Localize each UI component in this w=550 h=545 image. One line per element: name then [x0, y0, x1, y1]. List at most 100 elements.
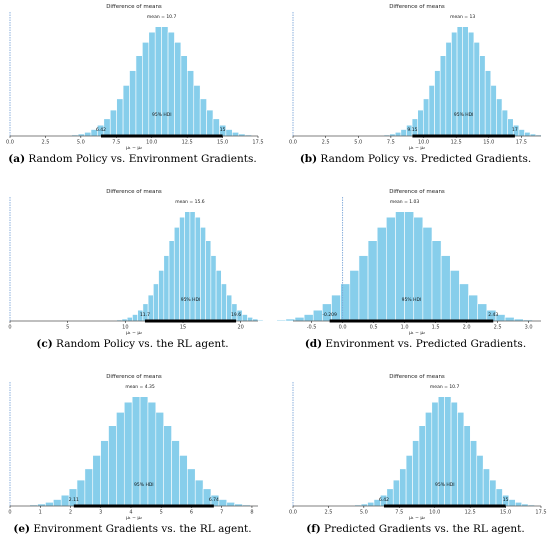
- histogram-bar: [148, 31, 156, 137]
- histogram-bar: [518, 129, 525, 137]
- histogram-bar: [444, 396, 452, 507]
- histogram-bar: [504, 317, 515, 322]
- histogram-bar: [45, 502, 54, 507]
- histogram-bar: [147, 401, 157, 507]
- histogram-bar: [109, 109, 117, 137]
- histogram-bar: [163, 425, 172, 507]
- histogram-bar: [221, 283, 227, 322]
- histogram-bar: [473, 42, 480, 137]
- histogram-bar: [477, 303, 488, 322]
- histogram-bar: [116, 412, 125, 507]
- x-tick-label: 2.5: [494, 325, 502, 331]
- chart-a: Difference of means mean = 10.7 95% HDI 6.4…: [6, 4, 264, 151]
- histogram-bar: [392, 479, 400, 507]
- histogram-bar: [163, 255, 170, 322]
- histogram-bar: [187, 468, 196, 507]
- histogram-bar: [479, 55, 486, 137]
- chart-c: Difference of means mean = 15.6 95% HDI 11.…: [8, 189, 264, 336]
- caption-letter: (f): [306, 523, 321, 535]
- x-tick-label: 17.5: [252, 140, 263, 146]
- caption-letter: (d): [304, 338, 323, 350]
- histogram-bar: [122, 85, 130, 137]
- histogram-bar: [496, 98, 503, 137]
- histogram-bar: [422, 227, 433, 322]
- hdi-label: 95% HDI: [454, 112, 474, 118]
- histogram-bar: [459, 283, 469, 322]
- histogram-bar: [167, 31, 175, 137]
- histogram-bar: [451, 31, 458, 137]
- histogram-bar: [358, 255, 369, 322]
- histogram-bar: [412, 440, 420, 507]
- hdi-high-label: 2.43: [488, 312, 498, 318]
- hdi-low-label: -0.209: [322, 312, 337, 318]
- hdi-low-label: 6.42: [96, 127, 106, 133]
- x-tick-label: 4: [129, 510, 132, 516]
- histogram-bar: [199, 98, 207, 137]
- histogram-bar: [158, 270, 165, 322]
- caption-c: (c) Random Policy vs. the RL agent.: [0, 338, 265, 350]
- caption-text: Random Policy vs. the RL agent.: [52, 338, 229, 350]
- histogram-bar: [84, 132, 92, 137]
- histogram-bar: [463, 425, 471, 507]
- x-tick-label: 7.5: [395, 510, 403, 516]
- histogram-bar: [405, 455, 413, 507]
- mean-label: mean = 13: [450, 14, 475, 20]
- caption-letter: (a): [8, 153, 26, 165]
- histogram-bar: [515, 502, 523, 507]
- hdi-high-label: 6.74: [209, 497, 219, 503]
- histogram-bar: [142, 42, 150, 137]
- histogram-bar: [501, 109, 508, 137]
- histogram-bar: [303, 314, 314, 322]
- hdi-low-label: 2.11: [69, 497, 79, 503]
- x-tick-label: 3: [99, 510, 102, 516]
- histogram-bar: [179, 216, 186, 322]
- x-tick-label: 1.0: [401, 325, 409, 331]
- histogram-bar: [476, 455, 484, 507]
- panel-e: Difference of means mean = 4.35 95% HDI 2.1…: [0, 370, 265, 545]
- histogram-bar: [508, 499, 516, 507]
- x-tick-label: 1.5: [432, 325, 440, 331]
- x-tick-label: 5: [66, 325, 69, 331]
- histogram-bar: [495, 488, 503, 507]
- panel-d: Difference of means mean = 1.03 95% HDI -0.…: [276, 185, 548, 360]
- histogram-bar: [154, 26, 162, 137]
- x-tick-label: 10.0: [418, 140, 429, 146]
- x-tick-label: 0.0: [289, 140, 297, 146]
- histogram-bar: [206, 109, 214, 137]
- x-tick-label: 12.5: [182, 140, 193, 146]
- x-tick-label: 2: [69, 510, 72, 516]
- mean-label: mean = 10.7: [147, 14, 177, 20]
- histogram-bar: [173, 227, 180, 322]
- histogram-bar: [184, 211, 191, 322]
- x-tick-label: 15.0: [483, 140, 494, 146]
- histogram-bar: [367, 502, 375, 507]
- histogram-bar: [135, 55, 143, 137]
- caption-text: Environment Gradients vs. the RL agent.: [30, 523, 252, 535]
- panel-c: Difference of means mean = 15.6 95% HDI 11.…: [0, 185, 265, 360]
- caption-a: (a) Random Policy vs. Environment Gradie…: [0, 153, 265, 165]
- caption-text: Random Policy vs. Environment Gradients.: [25, 153, 257, 165]
- histogram-bar: [468, 294, 478, 322]
- x-axis-label: μ₁ − μ₂: [409, 146, 425, 151]
- hdi-label: 95% HDI: [181, 297, 201, 303]
- caption-text: Predicted Gradients vs. the RL agent.: [320, 523, 525, 535]
- chart-title: Difference of means: [389, 189, 445, 195]
- x-tick-label: 1: [39, 510, 42, 516]
- histogram-bar: [395, 211, 405, 322]
- histogram-bar: [440, 255, 451, 322]
- x-tick-label: 7.5: [387, 140, 395, 146]
- histogram-bar: [400, 129, 407, 137]
- x-tick-label: 0.0: [289, 510, 297, 516]
- hdi-high-label: 15: [503, 497, 509, 503]
- histogram-bar: [428, 85, 435, 137]
- x-tick-label: 17.5: [535, 510, 546, 516]
- histogram-bar: [100, 440, 109, 507]
- hdi-low-label: 11.7: [140, 312, 150, 318]
- histogram-bar: [404, 211, 415, 322]
- histogram-bar: [174, 42, 182, 137]
- x-axis-label: μ₁ − μ₂: [126, 516, 142, 521]
- chart-title: Difference of means: [389, 4, 445, 10]
- histogram-bar: [108, 425, 117, 507]
- histogram-bar: [367, 240, 378, 322]
- x-tick-label: 10: [122, 325, 128, 331]
